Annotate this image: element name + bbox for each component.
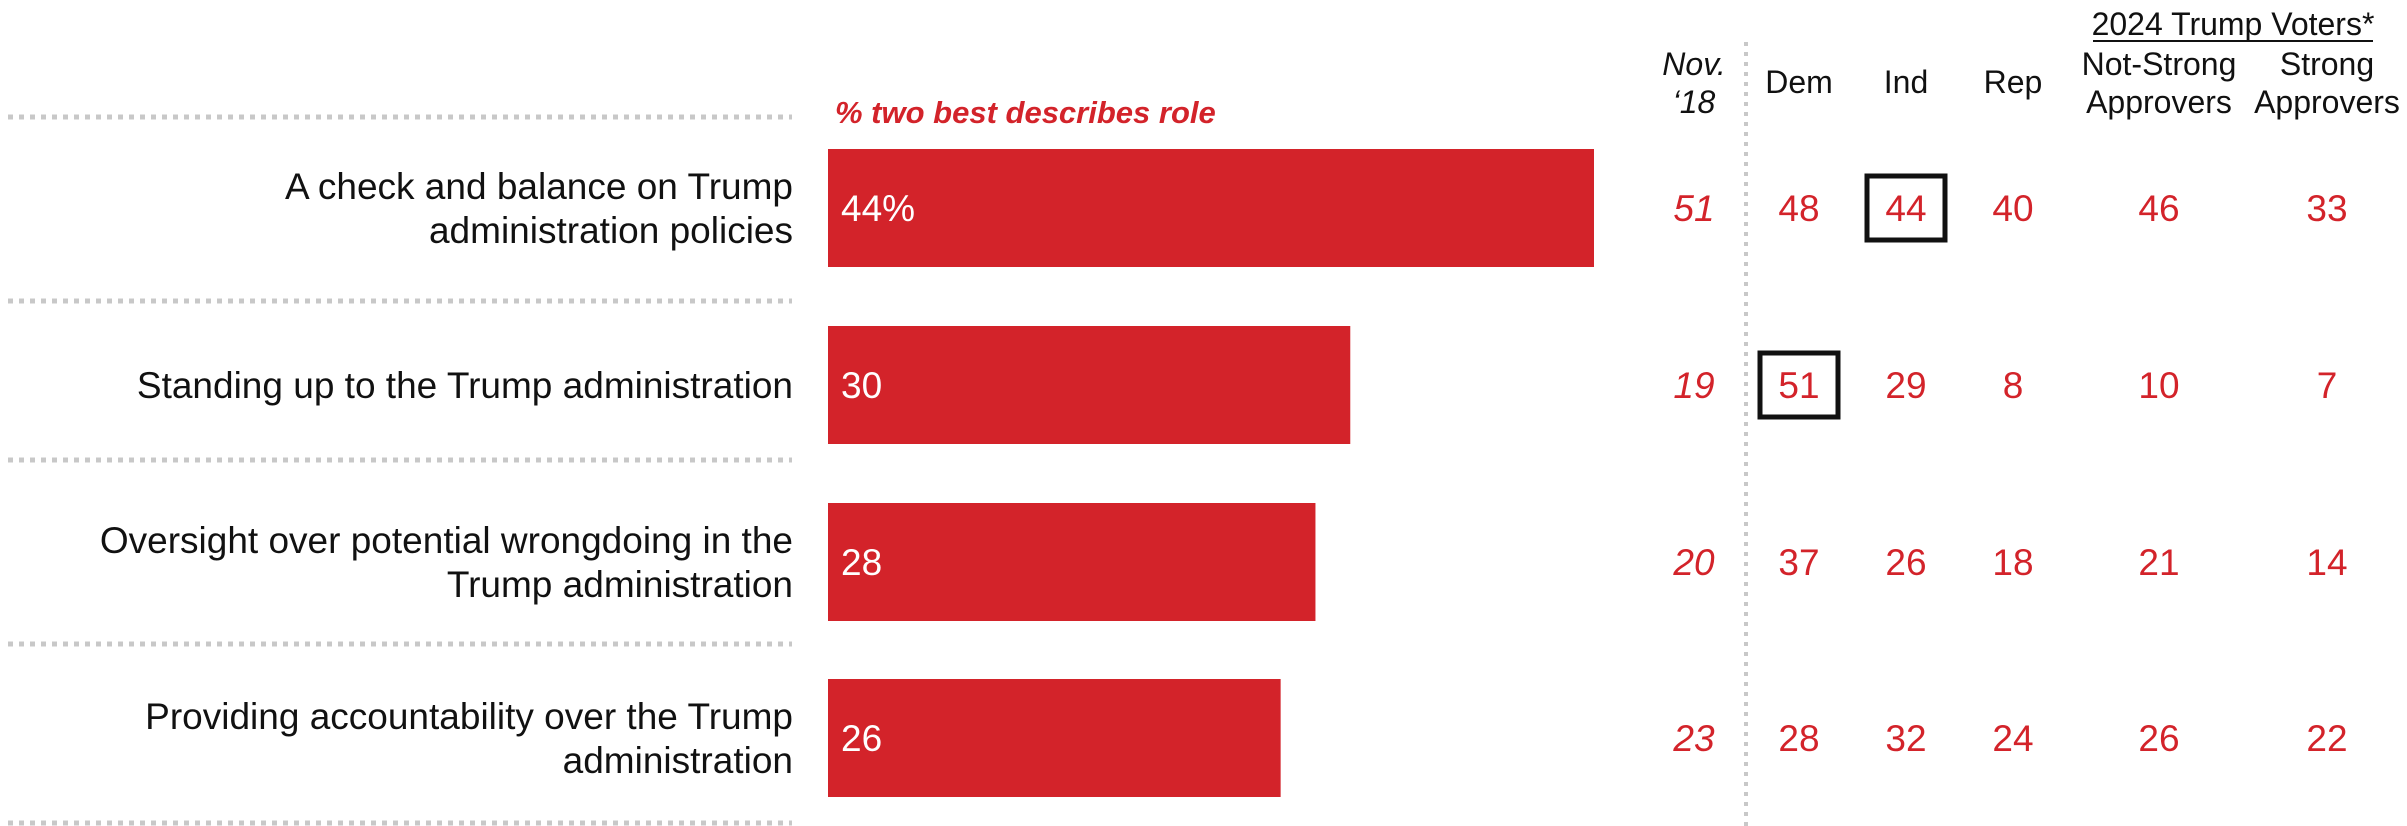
table-value: 23 (1672, 718, 1715, 759)
table-value: 18 (1992, 542, 2033, 583)
table-value: 20 (1672, 542, 1715, 583)
bar (828, 326, 1351, 444)
category-label: administration (563, 740, 793, 781)
table-value: 40 (1992, 188, 2033, 229)
table-value: 51 (1778, 365, 1819, 406)
column-header: Not-Strong (2082, 46, 2237, 82)
table-value: 19 (1673, 365, 1714, 406)
column-header: ‘18 (1673, 84, 1716, 120)
bar-value-label: 30 (841, 365, 882, 406)
bar-value-label: 28 (841, 542, 882, 583)
column-header: Nov. (1662, 46, 1725, 82)
table-value: 24 (1992, 718, 2033, 759)
table-value: 26 (2138, 718, 2179, 759)
bar (828, 679, 1281, 797)
table-value: 22 (2306, 718, 2347, 759)
column-header: Strong (2280, 46, 2374, 82)
table-value: 29 (1885, 365, 1926, 406)
table-value: 26 (1885, 542, 1926, 583)
category-label: Standing up to the Trump administration (137, 365, 793, 406)
category-label: Providing accountability over the Trump (145, 696, 793, 737)
column-header: Dem (1765, 64, 1833, 100)
category-label: Trump administration (447, 564, 793, 605)
bar (828, 149, 1594, 267)
bar-value-label: 44% (841, 188, 915, 229)
column-header: Ind (1884, 64, 1928, 100)
table-value: 32 (1885, 718, 1926, 759)
bar-value-label: 26 (841, 718, 882, 759)
column-header: Approvers (2254, 84, 2400, 120)
bar (828, 503, 1316, 621)
table-value: 28 (1778, 718, 1819, 759)
category-label: Oversight over potential wrongdoing in t… (100, 520, 793, 561)
table-value: 48 (1778, 188, 1819, 229)
table-value: 46 (2138, 188, 2179, 229)
category-label: administration policies (429, 210, 793, 251)
table-value: 8 (2003, 365, 2024, 406)
category-label: A check and balance on Trump (285, 166, 793, 207)
group-header: 2024 Trump Voters* (2092, 6, 2375, 42)
table-value: 7 (2317, 365, 2338, 406)
highlight-box (1864, 173, 1948, 243)
table-value: 44 (1885, 188, 1926, 229)
chart-subtitle: % two best describes role (835, 95, 1216, 130)
table-value: 21 (2138, 542, 2179, 583)
table-value: 37 (1778, 542, 1819, 583)
column-header: Approvers (2086, 84, 2232, 120)
highlight-box (1757, 350, 1841, 420)
column-header: Rep (1984, 64, 2043, 100)
table-value: 51 (1673, 188, 1714, 229)
table-value: 10 (2138, 365, 2179, 406)
table-value: 33 (2306, 188, 2347, 229)
table-value: 14 (2306, 542, 2347, 583)
